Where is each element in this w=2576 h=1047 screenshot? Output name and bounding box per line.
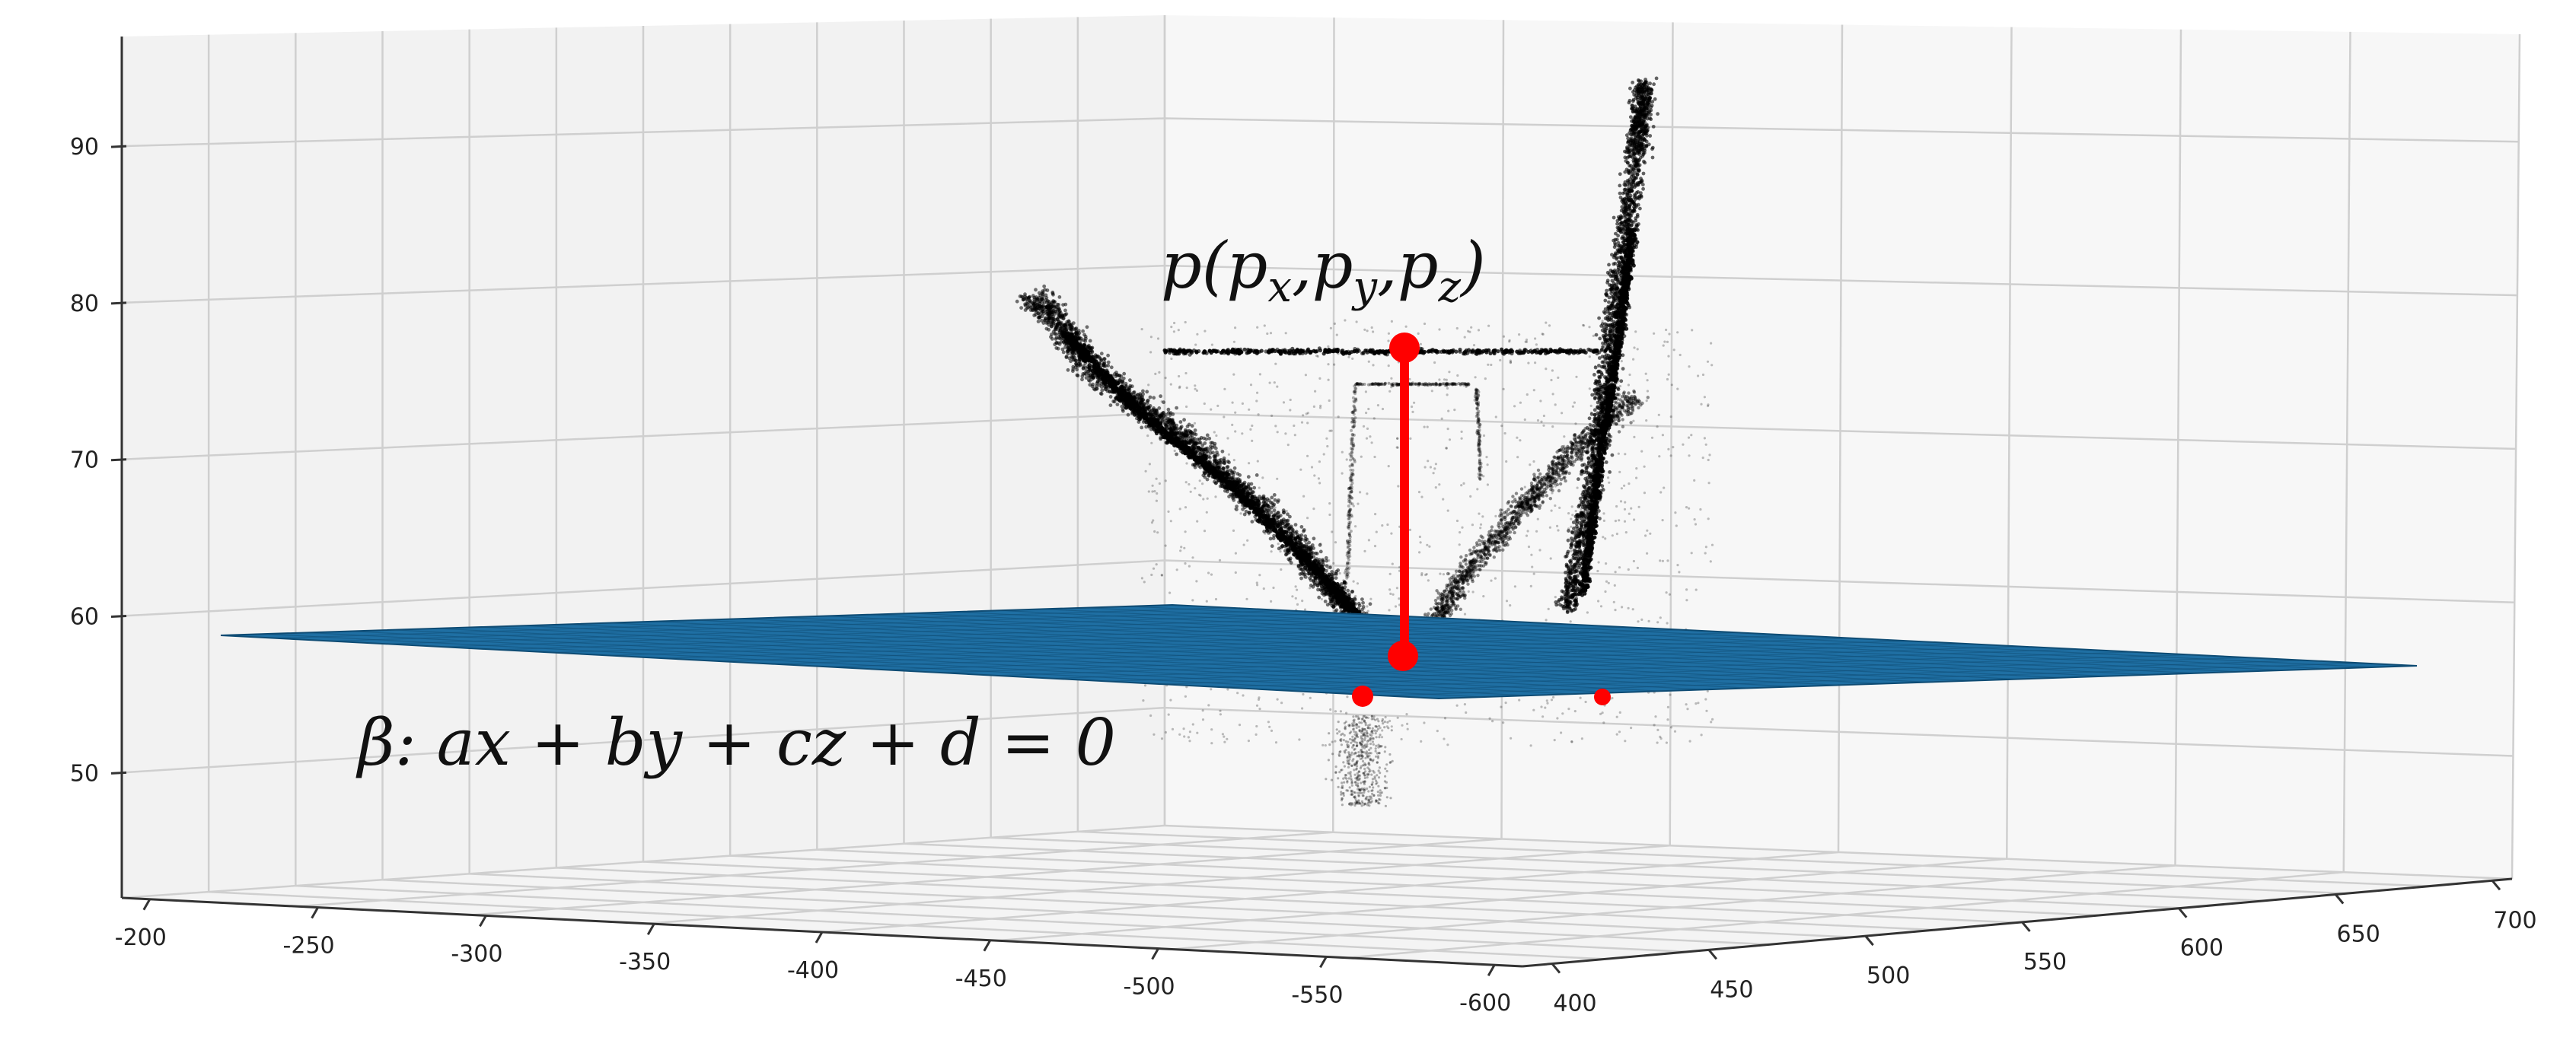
plane-equation-label: β: ax + by + cz + d = 0: [355, 705, 1116, 780]
z-tick-label: 70: [70, 447, 99, 474]
x-tick-label: -200: [115, 924, 167, 951]
x-tick-label: -350: [619, 949, 671, 975]
point-cloud: [1015, 76, 1714, 807]
point-p-marker: [1389, 333, 1420, 363]
y-tick-label: 650: [2337, 921, 2380, 948]
y-axis-ticks: 400 450 500 550 600 650 700: [1551, 880, 2537, 1017]
x-tick-label: -450: [955, 966, 1007, 992]
z-tick-label: 90: [70, 134, 99, 161]
z-axis-ticks: 50 60 70 80 90: [70, 134, 127, 787]
y-tick-label: 450: [1710, 976, 1753, 1003]
projected-point-marker: [1388, 641, 1418, 671]
x-tick-label: -250: [283, 933, 335, 959]
y-tick-label: 550: [2023, 949, 2067, 975]
y-tick-label: 700: [2493, 907, 2536, 934]
z-tick-label: 80: [70, 291, 99, 317]
x-tick-label: -400: [787, 957, 839, 984]
x-tick-label: -550: [1291, 982, 1343, 1008]
x-tick-label: -500: [1124, 974, 1175, 1001]
y-tick-label: 600: [2180, 935, 2224, 962]
z-tick-label: 60: [70, 604, 99, 631]
x-axis-ticks: -200 -250 -300 -350 -400 -450 -500 -550 -600: [115, 899, 1511, 1017]
x-tick-label: -600: [1459, 990, 1511, 1017]
z-tick-label: 50: [70, 760, 99, 787]
point-label: p(px,py,pz): [1161, 228, 1486, 312]
plane-foot-mark-left: [1352, 686, 1373, 707]
y-tick-label: 400: [1553, 991, 1596, 1017]
plane-texture: [220, 604, 2418, 699]
x-tick-label: -300: [451, 940, 502, 967]
plane-foot-mark-right: [1594, 689, 1611, 705]
y-tick-label: 500: [1867, 963, 1910, 989]
